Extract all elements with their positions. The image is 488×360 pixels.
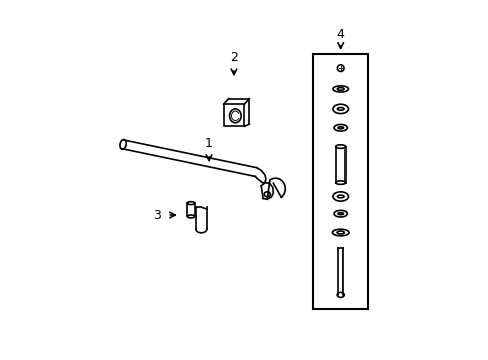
Bar [223,104,244,126]
Bar [312,54,367,309]
Text: 1: 1 [204,137,213,150]
Text: 2: 2 [229,51,238,64]
Text: 4: 4 [336,28,344,41]
Text: 3: 3 [152,208,160,221]
